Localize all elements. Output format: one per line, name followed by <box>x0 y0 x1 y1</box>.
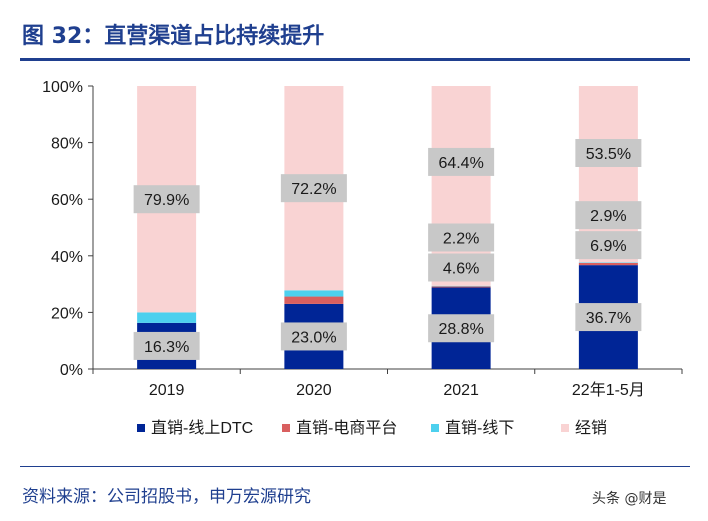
data-label-box <box>575 138 642 167</box>
data-label-box <box>428 253 495 282</box>
y-tick-label: 40% <box>51 249 83 266</box>
data-label: 4.6% <box>443 260 479 277</box>
data-label: 72.2% <box>291 181 336 198</box>
data-label-box <box>280 174 347 203</box>
bar-segment <box>284 290 344 297</box>
chart-title: 图 32：直营渠道占比持续提升 <box>22 24 325 49</box>
data-label: 64.4% <box>438 155 483 172</box>
data-label: 28.8% <box>438 321 483 338</box>
watermark: 头条 @财是 <box>592 491 667 507</box>
data-label-box <box>280 322 347 351</box>
data-label-box <box>428 314 495 343</box>
data-label-box <box>428 147 495 176</box>
bar-segment <box>431 285 491 287</box>
data-label-box <box>575 303 642 332</box>
legend-label: 直销-电商平台 <box>296 419 397 437</box>
data-label-box <box>428 223 495 252</box>
bar-segment <box>431 86 491 286</box>
bar-segment <box>137 312 197 323</box>
y-tick-label: 60% <box>51 192 83 209</box>
bar-segment <box>578 262 638 266</box>
legend-swatch <box>137 424 145 432</box>
title-divider <box>20 58 690 61</box>
y-tick-label: 20% <box>51 305 83 322</box>
x-tick-label: 22年1-5月 <box>572 381 645 399</box>
stacked-bar-chart: 0% 20% 40% 60% 80% 100% 16.3% 79.9% 2019 23.0% 72.… <box>42 79 683 437</box>
legend-label: 经销 <box>575 419 607 437</box>
y-tick-label: 80% <box>51 136 83 153</box>
data-label: 53.5% <box>586 146 631 163</box>
x-tick-label: 2021 <box>443 382 479 399</box>
x-tick-label: 2019 <box>149 382 185 399</box>
legend-label: 直销-线下 <box>445 419 514 437</box>
x-tick-label: 2020 <box>296 382 332 399</box>
data-label: 2.9% <box>590 208 626 225</box>
data-label: 79.9% <box>144 192 189 209</box>
data-label: 6.9% <box>590 238 626 255</box>
data-label-box <box>133 185 200 214</box>
bar-segment <box>578 262 638 263</box>
y-tick-label: 100% <box>42 79 83 96</box>
bar-segment <box>431 286 491 288</box>
data-label: 16.3% <box>144 339 189 356</box>
legend-swatch <box>282 424 290 432</box>
y-tick-label: 0% <box>60 362 83 379</box>
data-label: 2.2% <box>443 230 479 247</box>
data-label-box <box>575 201 642 230</box>
data-label: 36.7% <box>586 310 631 327</box>
legend-swatch <box>431 424 439 432</box>
bar-segment <box>284 296 344 304</box>
data-label: 23.0% <box>291 329 336 346</box>
legend-swatch <box>561 424 569 432</box>
source-note: 资料来源：公司招股书，申万宏源研究 <box>22 487 311 507</box>
data-label-box <box>575 231 642 260</box>
legend-label: 直销-线上DTC <box>151 419 253 437</box>
source-divider <box>20 466 690 467</box>
data-label-box <box>133 331 200 360</box>
